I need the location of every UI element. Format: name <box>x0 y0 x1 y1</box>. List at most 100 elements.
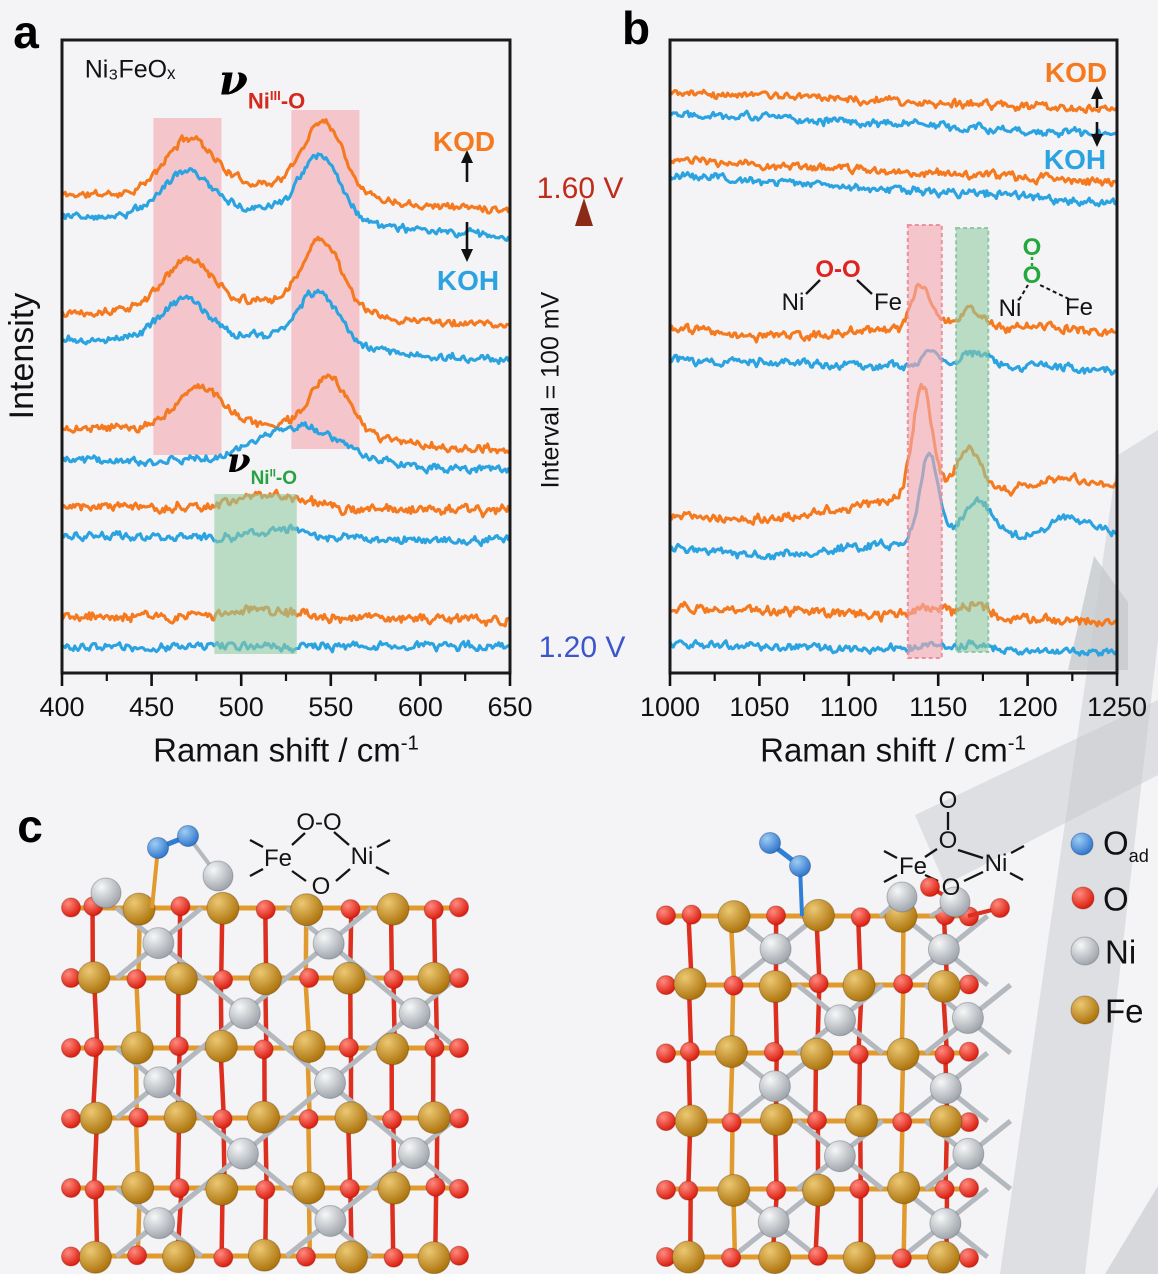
x-tick-label: 500 <box>219 692 264 722</box>
x-tick-label: 1100 <box>820 692 878 722</box>
atom-oad <box>789 855 811 877</box>
spectrum-trace-kod-120V <box>668 600 1118 628</box>
crystal-structure-right <box>656 832 1013 1274</box>
atom-fe <box>334 1101 368 1135</box>
atom-o <box>850 907 871 928</box>
x-tick-label: 1150 <box>909 692 967 722</box>
spectrum-trace-kod-150V <box>668 155 1118 188</box>
atom-o <box>127 1245 148 1266</box>
atom-fe <box>417 961 451 995</box>
atom-ni <box>939 886 971 918</box>
atom-o <box>295 1246 316 1267</box>
arrow-up-icon <box>1091 86 1103 99</box>
plot-frame <box>668 38 1119 675</box>
atom-o <box>656 1179 676 1200</box>
nu-ni2-label: νNiII-O <box>226 441 298 489</box>
atom-fe <box>247 1100 281 1134</box>
atom-fe <box>844 1104 878 1138</box>
watermark-shape <box>915 700 1158 885</box>
x-tick-label: 1250 <box>1087 692 1147 722</box>
panel-b-plot: 1000 1050 1100 1150 1200 1250 <box>640 38 1147 722</box>
atom-o <box>298 1109 319 1130</box>
atom-fe <box>248 962 282 996</box>
legend-dot-o-adsorbed <box>1070 832 1094 856</box>
atom-fe <box>332 961 366 995</box>
atom-o <box>212 1108 233 1129</box>
atom-o <box>299 967 320 988</box>
atom-o <box>213 1247 234 1268</box>
legend-label-oad: Oad <box>1103 824 1149 867</box>
atom-fe <box>121 1171 155 1205</box>
atom-o <box>253 1039 274 1060</box>
koh-label-b: KOH <box>1043 144 1107 175</box>
atom-ni <box>142 927 175 960</box>
atom-o <box>168 1036 189 1057</box>
atom-o <box>656 1111 676 1132</box>
atom-o <box>893 973 914 994</box>
atom-fe <box>79 1101 113 1135</box>
atom-fe <box>290 893 324 927</box>
atom-o <box>934 1044 955 1065</box>
highlight-band <box>153 118 222 455</box>
superoxo-ni-label: Ni <box>998 295 1022 322</box>
x-tick-label: 1000 <box>640 692 700 722</box>
atom-ni <box>314 1204 347 1237</box>
atom-fe <box>122 892 156 926</box>
atom-fe <box>375 1032 409 1066</box>
atom-o <box>807 1110 828 1131</box>
atom-ni <box>90 877 122 909</box>
c-right-o-mid-label: O <box>938 827 958 854</box>
arrow-down-icon <box>461 249 473 262</box>
atom-o <box>449 1038 469 1059</box>
atom-fe <box>760 1103 794 1137</box>
spectrum-trace-kod-150V <box>60 235 510 329</box>
atom-o <box>959 1177 979 1198</box>
atom-fe <box>758 970 792 1004</box>
legend-dot-o <box>1071 886 1095 910</box>
atom-fe <box>717 900 751 934</box>
atom-fe <box>886 1037 920 1071</box>
atom-ni <box>823 1140 856 1173</box>
peroxo-fe-label: Fe <box>873 289 903 316</box>
c-left-oo-label: O-O <box>296 809 342 836</box>
atom-o <box>255 899 276 920</box>
atom-o <box>170 896 191 917</box>
atom-o <box>425 1176 446 1197</box>
atom-ni <box>226 1137 259 1170</box>
atom-o <box>721 1112 742 1133</box>
spectrum-trace-koh-160V <box>60 152 510 242</box>
atom-o <box>128 1107 149 1128</box>
formula-bond-lines <box>249 257 1070 884</box>
potential-axis-arrow <box>575 198 593 592</box>
arrowhead-up <box>575 198 593 226</box>
atom-fe <box>206 891 240 925</box>
atom-ni <box>143 1066 176 1099</box>
atom-o <box>848 1044 869 1065</box>
atom-ni <box>313 1066 346 1099</box>
c-left-ni-label: Ni <box>350 843 374 870</box>
arrow-down-icon <box>1091 134 1103 147</box>
atom-fe <box>417 1241 451 1274</box>
highlight-band <box>214 494 297 654</box>
atom-ni <box>202 860 234 892</box>
atom-ni <box>228 997 261 1030</box>
atom-o <box>656 975 676 996</box>
atom-ni <box>952 1137 985 1170</box>
atom-fe <box>842 968 876 1002</box>
atom-fe <box>334 1240 368 1274</box>
atom-o <box>920 877 940 897</box>
atom-o <box>449 1178 469 1199</box>
atom-o <box>656 905 676 926</box>
c-right-o-top-label: O <box>938 787 958 814</box>
atom-o <box>383 1247 404 1268</box>
panel-label-c: c <box>17 800 43 852</box>
atom-fe <box>163 1100 197 1134</box>
c-left-o-label: O <box>311 873 331 900</box>
nu-ni3-label: νNiIII-O <box>218 55 306 114</box>
atom-o <box>449 1108 469 1129</box>
atom-o <box>849 1178 870 1199</box>
c-right-o-bottom-label: O <box>941 874 961 901</box>
interval-label: Interval = 100 mV <box>536 291 565 489</box>
atom-fe <box>164 962 198 996</box>
peroxo-oo-label: O-O <box>815 256 861 283</box>
